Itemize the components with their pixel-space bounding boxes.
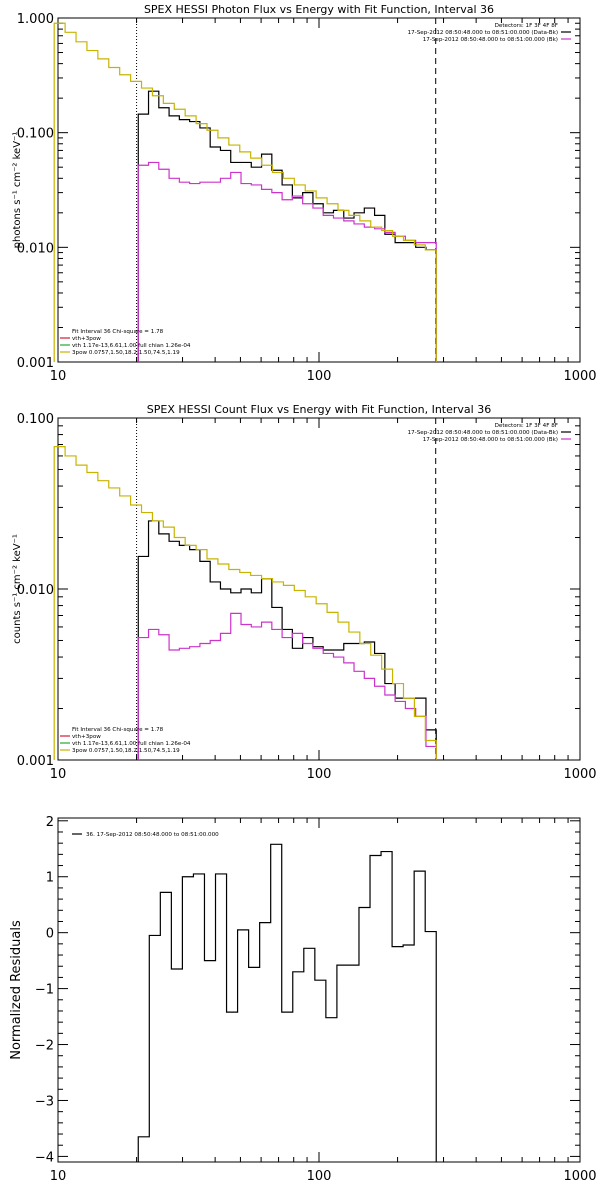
chart-title: SPEX HESSI Photon Flux vs Energy with Fi… [144,3,494,16]
legend-entry: 17-Sep-2012 08:50:48.000 to 08:51:00.000… [423,37,558,43]
y-tick-label: 1.000 [17,12,54,27]
y-tick-label: −3 [35,1094,54,1109]
series-bk [137,612,437,760]
x-tick-label: 100 [307,767,332,782]
legend-entry: vth+3pow [72,734,101,740]
chart-title: SPEX HESSI Count Flux vs Energy with Fit… [147,403,491,416]
y-tick-label: 0.100 [17,127,54,142]
legend-entry: vth+3pow [72,336,101,342]
series-36-17-sep-2012-08-50-48-000-to-08-51-00-000 [137,843,437,1162]
y-tick-label: −2 [35,1039,54,1054]
y-axis-label: counts s⁻¹ cm⁻² keV⁻¹ [12,534,23,644]
x-tick-label: 100 [307,369,332,384]
y-axis-label: photons s⁻¹ cm⁻² keV⁻¹ [12,132,23,249]
y-axis-label: Normalized Residuals [9,920,24,1060]
y-tick-label: 2 [46,815,54,830]
chart-panel-2: SPEX HESSI Count Flux vs Energy with Fit… [12,403,597,782]
series-data-bk [137,520,437,760]
series-vth-3pow [53,22,437,362]
chart-panel-1: SPEX HESSI Photon Flux vs Energy with Fi… [12,3,597,384]
x-tick-label: 10 [50,1169,67,1184]
y-tick-label: 0 [46,927,54,942]
y-tick-label: 0.001 [17,356,54,371]
legend-entry: vth 1.17e-13,6.61,1.00 full chian 1.26e-… [72,741,191,747]
legend-entry: 17-Sep-2012 08:50:48.000 to 08:51:00.000… [408,30,558,36]
legend-entry: 36. 17-Sep-2012 08:50:48.000 to 08:51:00… [86,832,219,838]
y-tick-label: 0.010 [17,583,54,598]
y-tick-label: 0.010 [17,241,54,256]
legend-entry: 3pow 0.0757,1.50,18.2,1.50,74.5,1.19 [72,350,180,356]
series-vth-3pow [53,446,437,760]
x-tick-label: 100 [307,1169,332,1184]
y-tick-label: 1 [46,871,54,886]
legend-entry: 17-Sep-2012 08:50:48.000 to 08:51:00.000… [408,430,558,436]
y-tick-label: 0.001 [17,754,54,769]
y-tick-label: −4 [35,1150,54,1165]
x-tick-label: 1000 [563,1169,596,1184]
legend-entry: Fit Interval 36 Chi-square = 1.78 [72,329,164,335]
x-tick-label: 1000 [563,767,596,782]
legend-entry: Detectors: 1F 3F 4F 8F [495,423,558,429]
legend-entry: vth 1.17e-13,6.61,1.00 full chian 1.26e-… [72,343,191,349]
x-tick-label: 10 [50,369,67,384]
legend-entry: Fit Interval 36 Chi-square = 1.78 [72,727,164,733]
chart-panel-3: Normalized Residuals 10 100 1000 −4 −3 −2 −1 0 1 2… [9,815,597,1184]
legend-entry: Detectors: 1F 3F 4F 8F [495,23,558,29]
y-tick-label: 0.100 [17,412,54,427]
series-data-bk [137,90,437,362]
legend-entry: 17-Sep-2012 08:50:48.000 to 08:51:00.000… [423,437,558,443]
plot-frame [57,817,581,1163]
x-tick-label: 10 [50,767,67,782]
series-bk [137,161,437,362]
y-tick-label: −1 [35,983,54,998]
x-tick-label: 1000 [563,369,596,384]
legend-entry: 3pow 0.0757,1.50,18.2,1.50,74.5,1.19 [72,748,180,754]
